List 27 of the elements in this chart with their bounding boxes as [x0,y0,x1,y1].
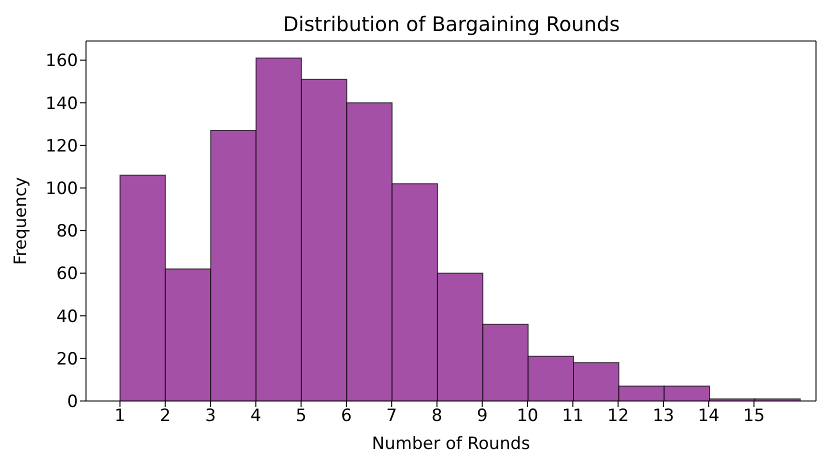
x-tick-label: 5 [296,406,307,426]
y-tick-label: 80 [56,222,78,242]
y-tick-label: 100 [46,179,78,200]
x-tick-label: 14 [698,406,720,426]
x-tick-label: 1 [114,406,126,426]
y-tick-label: 20 [56,349,78,370]
x-tick-label: 6 [340,406,352,426]
x-tick-label: 2 [160,406,171,426]
x-tick-label: 4 [250,406,262,426]
y-tick-label: 60 [56,264,78,284]
y-axis-title: Frequency [11,177,32,265]
x-tick-label: 8 [432,406,442,426]
chart-title: Distribution of Bargaining Rounds [282,12,621,36]
x-tick-label: 10 [516,406,538,426]
y-tick-label: 0 [67,392,78,412]
y-tick-label: 160 [46,51,78,72]
y-tick-label: 140 [46,94,78,114]
x-tick-label: 3 [205,406,216,426]
x-axis-title: Number of Rounds [372,434,530,454]
x-tick-label: 11 [562,406,584,426]
x-tick-label: 15 [743,406,765,426]
x-tick-label: 12 [607,406,629,426]
x-tick-label: 9 [476,406,488,426]
x-tick-label: 13 [652,406,674,426]
y-tick-label: 40 [56,306,78,327]
y-tick-label: 120 [46,136,78,156]
x-tick-label: 7 [386,406,398,426]
